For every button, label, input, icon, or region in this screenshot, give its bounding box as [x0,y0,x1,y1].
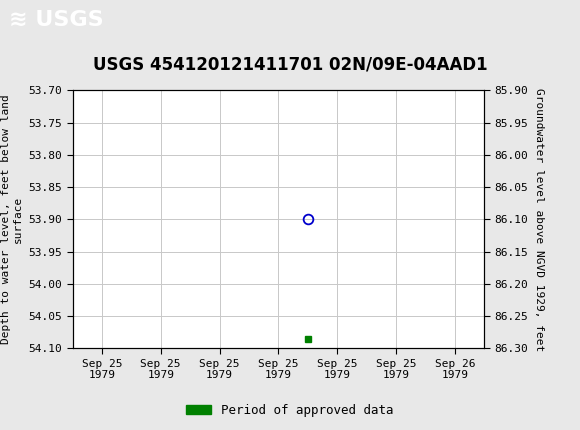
Text: ≋ USGS: ≋ USGS [9,9,103,29]
Y-axis label: Depth to water level, feet below land
surface: Depth to water level, feet below land su… [1,95,23,344]
Y-axis label: Groundwater level above NGVD 1929, feet: Groundwater level above NGVD 1929, feet [534,88,544,351]
Text: USGS 454120121411701 02N/09E-04AAD1: USGS 454120121411701 02N/09E-04AAD1 [93,56,487,74]
Legend: Period of approved data: Period of approved data [181,399,399,421]
